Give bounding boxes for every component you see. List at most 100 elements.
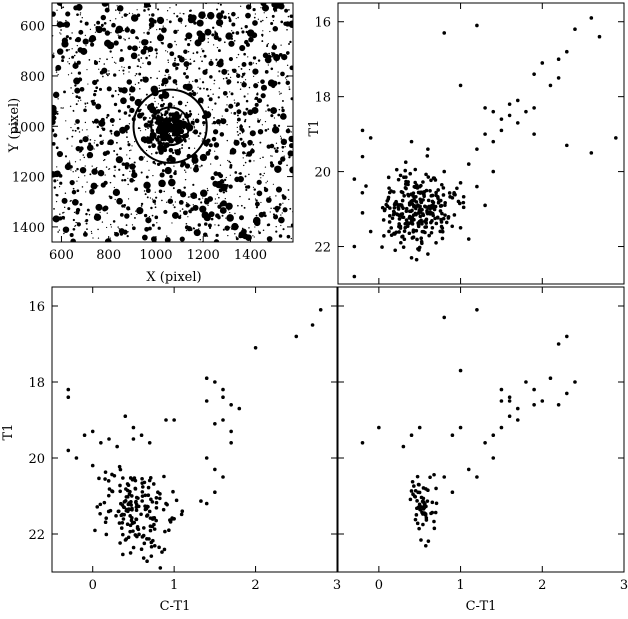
star	[242, 164, 245, 167]
data-point	[403, 168, 408, 173]
star	[189, 204, 191, 207]
data-point	[352, 244, 357, 249]
star	[227, 13, 230, 15]
star	[91, 168, 98, 175]
star	[282, 150, 284, 153]
star	[63, 21, 71, 28]
star	[202, 69, 208, 75]
cluster-star	[148, 145, 152, 149]
star	[266, 223, 270, 227]
star	[289, 40, 292, 44]
star	[271, 155, 273, 157]
data-point	[491, 139, 496, 144]
star	[88, 213, 91, 216]
data-point	[396, 203, 401, 208]
star	[262, 30, 264, 32]
data-point	[424, 225, 429, 229]
star	[183, 72, 187, 76]
star	[154, 203, 156, 205]
star	[228, 40, 235, 47]
star	[61, 55, 65, 59]
star	[111, 56, 113, 59]
star	[171, 211, 179, 219]
star	[182, 12, 184, 15]
star	[86, 144, 94, 151]
x-tick-label: 1000	[139, 248, 172, 263]
star	[248, 173, 250, 176]
star	[121, 66, 123, 68]
star	[264, 128, 268, 132]
star	[202, 197, 204, 199]
star	[225, 190, 228, 193]
star	[236, 177, 239, 179]
star	[258, 191, 261, 195]
star	[156, 162, 161, 167]
star	[213, 239, 220, 242]
data-point	[416, 203, 420, 208]
data-point	[425, 210, 429, 215]
star	[65, 120, 67, 122]
data-point	[433, 510, 438, 515]
star	[207, 204, 209, 206]
data-point	[134, 517, 139, 522]
data-point	[483, 132, 487, 136]
star	[109, 181, 112, 184]
star	[119, 213, 124, 217]
star	[266, 104, 269, 107]
data-point	[154, 518, 158, 523]
cluster-star	[152, 124, 154, 126]
star	[182, 83, 189, 90]
data-point	[443, 200, 447, 205]
star	[226, 123, 228, 126]
star	[146, 196, 149, 199]
star	[121, 16, 123, 19]
star	[242, 63, 244, 65]
star	[192, 227, 195, 230]
star	[76, 126, 80, 130]
data-point	[565, 334, 569, 339]
data-point	[143, 493, 148, 498]
star	[264, 166, 267, 168]
star	[75, 95, 79, 99]
data-point	[360, 154, 365, 159]
data-point	[421, 496, 426, 501]
star	[239, 88, 242, 91]
star	[244, 152, 247, 154]
data-point	[117, 464, 122, 469]
data-point	[120, 512, 125, 517]
star	[127, 183, 129, 186]
data-point	[106, 493, 111, 498]
data-point	[398, 173, 403, 178]
data-point	[413, 488, 418, 493]
cluster-star	[151, 138, 155, 141]
star	[131, 13, 134, 15]
star	[149, 41, 152, 44]
data-point	[447, 191, 452, 195]
x-tick-label: 1	[170, 578, 178, 593]
star	[63, 218, 65, 220]
star	[227, 234, 229, 237]
star	[186, 101, 189, 104]
star	[120, 97, 127, 105]
data-point	[450, 224, 455, 229]
data-point	[221, 387, 225, 392]
star	[228, 57, 233, 62]
data-point	[475, 184, 479, 189]
star	[90, 182, 98, 190]
star	[214, 32, 219, 37]
data-point	[438, 204, 443, 208]
star	[282, 202, 284, 204]
data-point	[237, 406, 242, 411]
data-point	[125, 495, 130, 499]
star	[117, 5, 124, 12]
star	[267, 64, 269, 66]
star	[71, 189, 77, 195]
star	[54, 170, 61, 177]
star	[236, 225, 239, 228]
data-point	[412, 484, 416, 488]
data-point	[161, 507, 166, 512]
star	[274, 205, 280, 212]
star	[135, 210, 137, 212]
star	[93, 142, 95, 144]
star	[224, 108, 229, 113]
